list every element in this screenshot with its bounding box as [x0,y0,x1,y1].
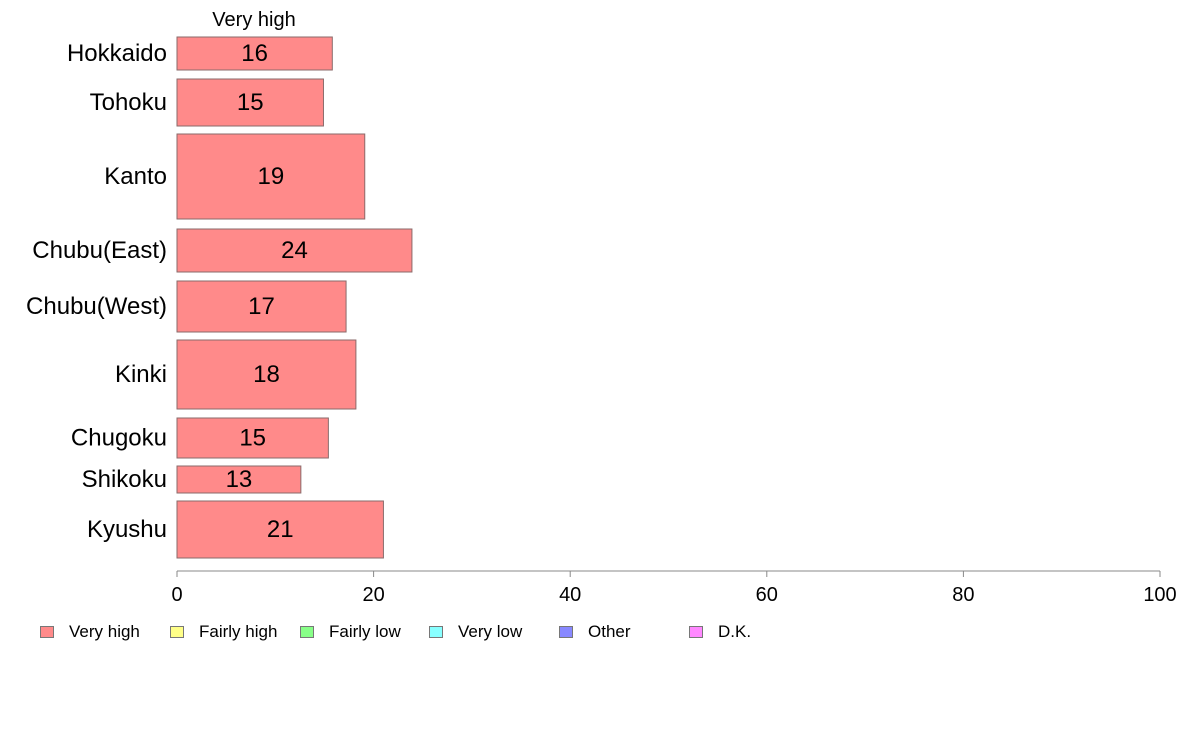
data-label: 13 [226,466,253,493]
data-label: 16 [241,40,268,67]
legend-item-dk: D.K. [689,622,751,642]
bar-segment [176,280,347,333]
legend-item-very-high: Very high [40,622,140,642]
category-label: Kyushu [87,516,167,543]
bar-segment [176,417,329,459]
legend-label: Other [588,622,631,641]
x-tick-label: 40 [559,584,581,606]
legend-label: Fairly low [329,622,401,641]
x-tick-label: 100 [1143,584,1176,606]
data-label: 15 [237,89,264,116]
legend-item-fairly-low: Fairly low [300,622,401,642]
legend-swatch [689,626,703,638]
data-label: 18 [253,361,280,388]
bar-segment [176,465,302,494]
bar-segment [176,36,333,71]
category-label: Kinki [115,361,167,388]
x-axis: 0 20 40 60 80 100 [171,570,1177,606]
data-label: 19 [258,163,285,190]
data-label: 15 [239,425,266,452]
x-tick-label: 80 [952,584,974,606]
bars-layer [176,36,413,559]
legend-label: Fairly high [199,622,278,641]
legend-swatch [429,626,443,638]
category-label: Chugoku [71,425,167,452]
column-title: Very high [212,9,295,31]
category-label: Kanto [104,163,167,190]
bar-segment [176,133,366,220]
legend-swatch [300,626,314,638]
data-label: 21 [267,516,294,543]
legend-label: D.K. [718,622,752,641]
category-label: Chubu(West) [26,293,167,320]
legend-swatch [170,626,184,638]
legend-item-very-low: Very low [429,622,522,642]
x-tick-label: 20 [362,584,384,606]
data-label: 17 [248,293,275,320]
bar-segment [176,500,384,559]
legend-item-fairly-high: Fairly high [170,622,277,642]
x-tick-label: 0 [171,584,182,606]
category-label: Tohoku [90,89,167,116]
category-labels: Hokkaido Tohoku Kanto Chubu(East) Chubu(West… [26,40,167,543]
legend-label: Very low [458,622,523,641]
category-label: Hokkaido [67,40,167,67]
x-tick-label: 60 [756,584,778,606]
legend-swatch [40,626,54,638]
bar-segment [176,228,413,273]
bar-segment [176,339,357,410]
legend-item-other: Other [559,622,631,642]
legend-swatch [559,626,573,638]
category-label: Shikoku [82,466,167,493]
bar-segment [176,78,324,127]
value-labels: 16 15 19 24 17 18 15 13 21 [226,40,308,543]
legend-label: Very high [69,622,140,641]
category-label: Chubu(East) [32,237,167,264]
data-label: 24 [281,237,308,264]
